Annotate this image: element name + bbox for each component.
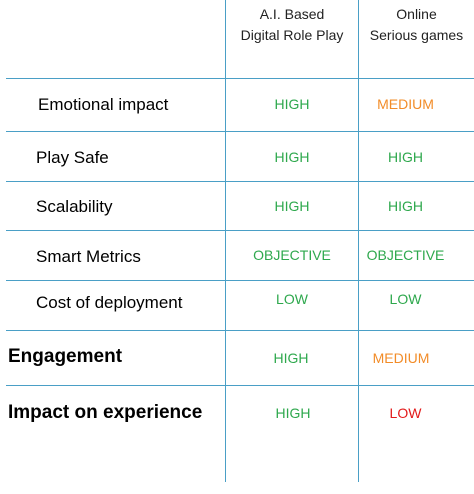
cell-value: HIGH	[388, 198, 423, 214]
row-label-engagement: Engagement	[8, 346, 123, 367]
column-header-ai-role-play: A.I. Based Digital Role Play	[226, 4, 358, 48]
column-divider-1	[225, 0, 226, 482]
cell-value: HIGH	[274, 198, 310, 214]
row-label-emotional-impact: Emotional impact	[38, 95, 169, 114]
row-divider	[6, 131, 474, 132]
cell-value: LOW	[389, 291, 422, 307]
cell-value: MEDIUM	[377, 96, 434, 112]
column-header-line: Serious games	[369, 27, 464, 43]
row-divider	[6, 385, 474, 386]
row-label-cost-of-deployment: Cost of deployment	[36, 293, 183, 312]
cell-value: HIGH	[274, 149, 310, 165]
cell-value: HIGH	[273, 350, 309, 366]
row-divider	[6, 181, 474, 182]
column-header-line: A.I. Based	[259, 6, 325, 22]
cell-value: HIGH	[275, 405, 311, 421]
cell-value: HIGH	[274, 96, 310, 112]
column-header-serious-games: Online Serious games	[359, 4, 474, 48]
row-label-play-safe: Play Safe	[36, 148, 109, 167]
row-label-scalability: Scalability	[36, 197, 113, 216]
column-divider-2	[358, 0, 359, 482]
cell-value: LOW	[276, 291, 308, 307]
cell-value: OBJECTIVE	[366, 247, 445, 263]
cell-value: HIGH	[388, 149, 423, 165]
row-divider	[6, 280, 474, 281]
cell-value: LOW	[389, 405, 422, 421]
row-divider	[6, 78, 474, 79]
row-divider	[6, 230, 474, 231]
row-divider	[6, 330, 474, 331]
cell-value: MEDIUM	[372, 350, 430, 366]
cell-value: OBJECTIVE	[253, 247, 331, 263]
row-label-impact-on-experience: Impact on experience	[8, 402, 203, 423]
column-header-line: Digital Role Play	[240, 27, 344, 43]
column-header-line: Online	[396, 6, 437, 22]
row-label-smart-metrics: Smart Metrics	[36, 247, 141, 266]
